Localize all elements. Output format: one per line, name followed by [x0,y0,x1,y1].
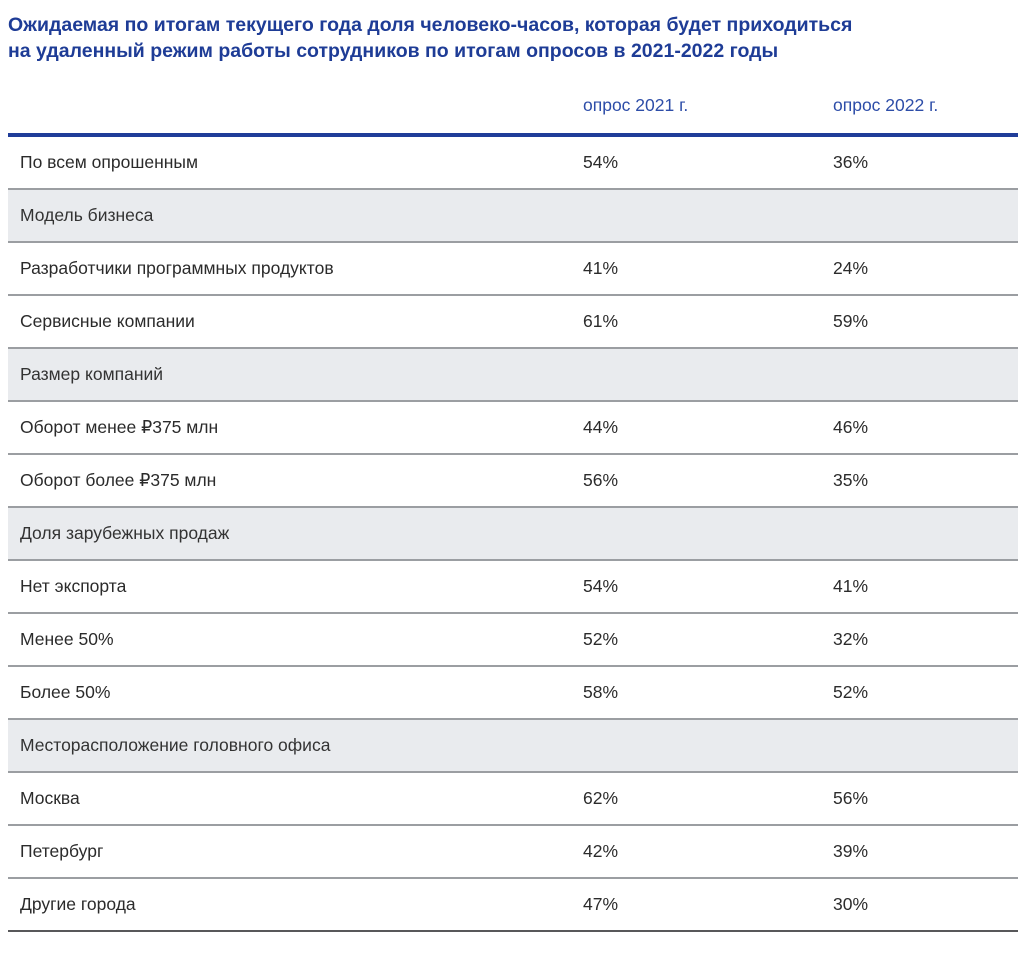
section-row: Месторасположение головного офиса [8,720,1018,773]
value-2021: 61% [583,311,619,331]
table-row: Другие города 47% 30% [8,879,1018,932]
value-2022: 59% [833,311,869,331]
row-label: Другие города [20,894,136,914]
value-2021: 62% [583,788,619,808]
table-row: Москва 62% 56% [8,773,1018,826]
row-label: Москва [20,788,80,808]
survey-table: По всем опрошенным 54% 36% Модель бизнес… [8,133,1018,932]
table-row: По всем опрошенным 54% 36% [8,137,1018,190]
chart-title-line2: на удаленный режим работы сотрудников по… [8,40,779,62]
row-label: Нет экспорта [20,576,127,596]
value-2021: 41% [583,258,619,278]
value-2021: 42% [583,841,619,861]
column-header-2021: опрос 2021 г. [583,94,689,115]
table-row: Сервисные компании 61% 59% [8,296,1018,349]
chart-title-line1: Ожидаемая по итогам текущего года доля ч… [8,14,853,36]
table-row: Нет экспорта 54% 41% [8,561,1018,614]
section-row: Модель бизнеса [8,190,1018,243]
value-2021: 54% [583,576,619,596]
column-headers: опрос 2021 г. опрос 2022 г. [8,94,1018,116]
row-label: Оборот более ₽375 млн [20,470,217,490]
report-page: Ожидаемая по итогам текущего года доля ч… [0,12,1024,932]
value-2021: 56% [583,470,619,490]
value-2022: 24% [833,258,869,278]
table-row: Менее 50% 52% 32% [8,614,1018,667]
row-label: По всем опрошенным [20,152,199,172]
table-row: Петербург 42% 39% [8,826,1018,879]
value-2022: 41% [833,576,869,596]
value-2022: 32% [833,629,869,649]
value-2022: 36% [833,152,869,172]
table-row: Более 50% 58% 52% [8,667,1018,720]
value-2022: 56% [833,788,869,808]
row-label: Оборот менее ₽375 млн [20,417,219,437]
section-label: Доля зарубежных продаж [20,523,230,543]
section-row: Доля зарубежных продаж [8,508,1018,561]
chart-title: Ожидаемая по итогам текущего года доля ч… [8,12,1018,64]
value-2022: 52% [833,682,869,702]
value-2022: 46% [833,417,869,437]
table-row: Оборот более ₽375 млн 56% 35% [8,455,1018,508]
row-label: Петербург [20,841,104,861]
row-label: Более 50% [20,682,111,702]
section-row: Размер компаний [8,349,1018,402]
value-2021: 47% [583,894,619,914]
section-label: Размер компаний [20,364,164,384]
value-2022: 35% [833,470,869,490]
row-label: Менее 50% [20,629,114,649]
value-2021: 58% [583,682,619,702]
value-2021: 54% [583,152,619,172]
value-2021: 52% [583,629,619,649]
value-2022: 39% [833,841,869,861]
row-label: Разработчики программных продуктов [20,258,334,278]
section-label: Месторасположение головного офиса [20,735,331,755]
value-2022: 30% [833,894,869,914]
table-row: Оборот менее ₽375 млн 44% 46% [8,402,1018,455]
column-header-2022: опрос 2022 г. [833,94,939,115]
table-row: Разработчики программных продуктов 41% 2… [8,243,1018,296]
section-label: Модель бизнеса [20,205,154,225]
value-2021: 44% [583,417,619,437]
row-label: Сервисные компании [20,311,195,331]
